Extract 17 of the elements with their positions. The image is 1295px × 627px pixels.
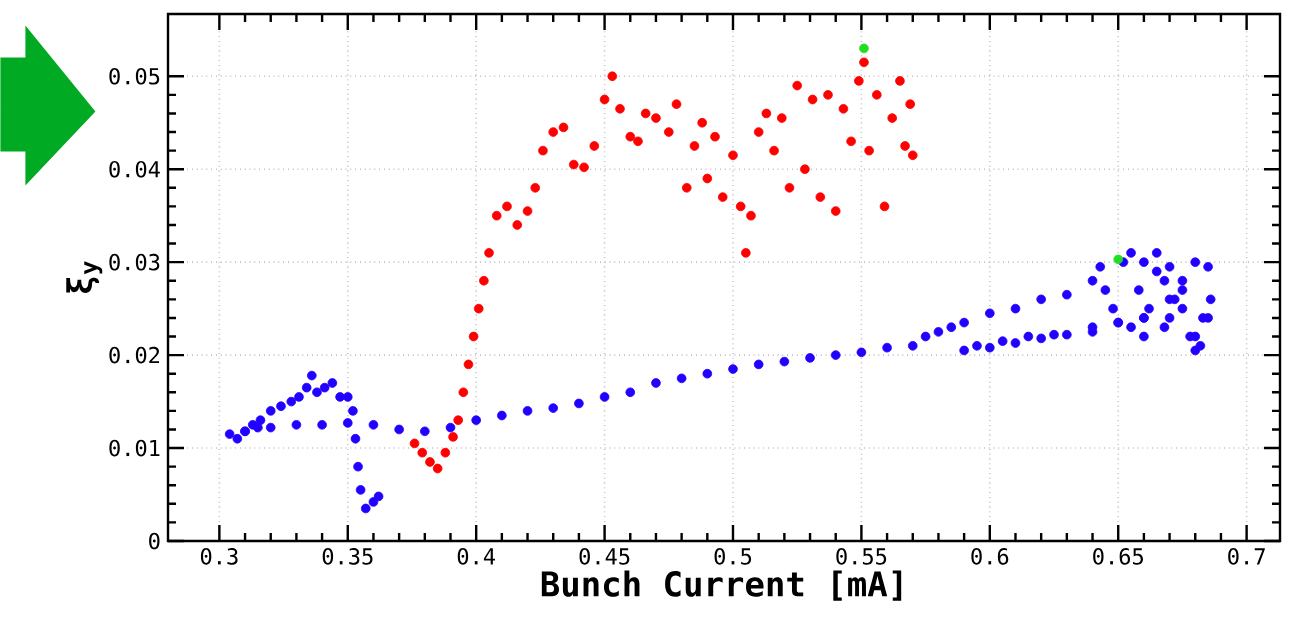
- x-tick-label: 0.35: [322, 548, 373, 565]
- y-tick-label: 0: [149, 532, 160, 550]
- y-tick-label: 0.02: [109, 346, 160, 364]
- x-tick-label: 0.6: [971, 548, 1009, 565]
- x-axis-title: Bunch Current [mA]: [541, 570, 902, 601]
- x-tick-label: 0.7: [1228, 548, 1265, 565]
- x-tick-label: 0.5: [714, 548, 752, 565]
- x-tick-label: 0.45: [579, 548, 630, 565]
- x-tick-label: 0.4: [457, 548, 495, 565]
- y-tick-label: 0.05: [109, 67, 160, 85]
- x-tick-label: 0.55: [836, 548, 887, 565]
- y-tick-label: 0.03: [109, 253, 160, 271]
- y-tick-label: 0.01: [109, 439, 160, 457]
- y-axis-title: ξ$_{y}$: [66, 261, 103, 294]
- x-tick-label: 0.3: [200, 548, 238, 565]
- x-tick-label: 0.65: [1093, 548, 1143, 565]
- y-tick-label: 0.04: [109, 160, 160, 178]
